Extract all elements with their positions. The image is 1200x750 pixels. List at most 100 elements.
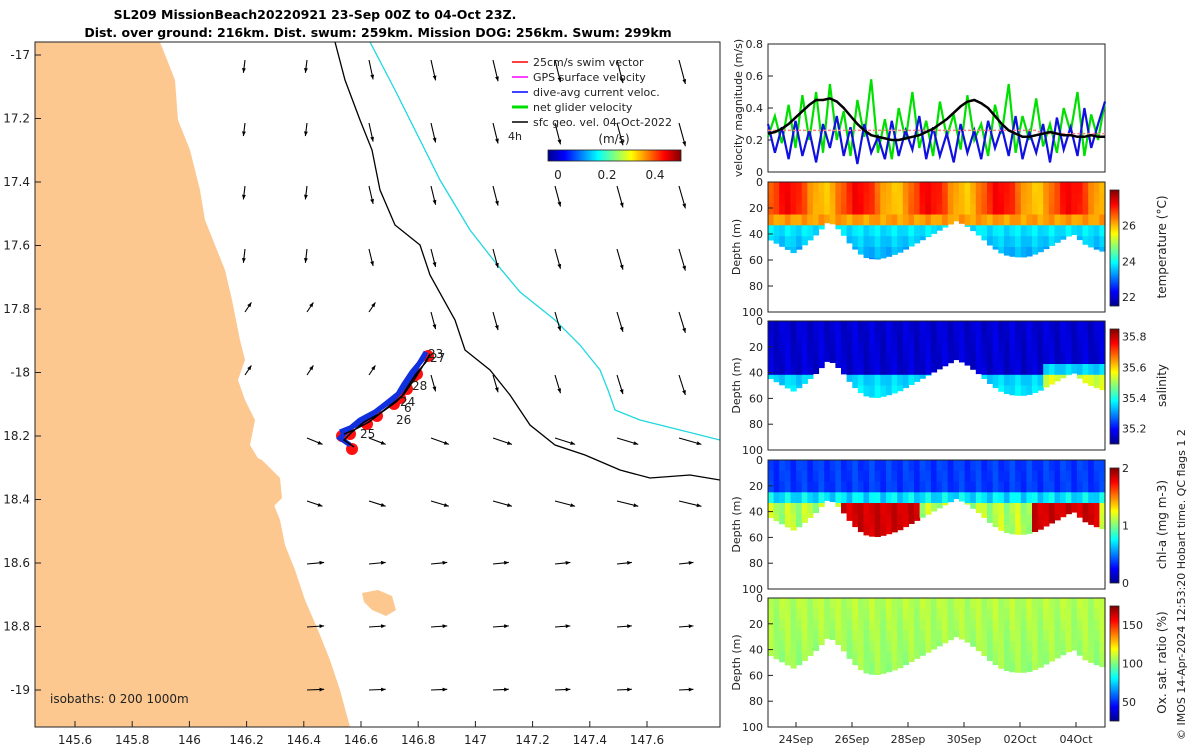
velocity-arrow xyxy=(554,500,576,507)
section-cell xyxy=(1026,651,1033,664)
section-cell xyxy=(773,364,780,376)
section-cell xyxy=(818,608,825,621)
section-cell xyxy=(1060,331,1067,344)
section-ytick-label: 60 xyxy=(749,531,763,544)
section-cell xyxy=(863,481,870,493)
section-cell xyxy=(959,203,966,215)
section-cell xyxy=(857,374,865,387)
section-cell xyxy=(818,321,825,333)
section-cell xyxy=(925,481,932,493)
section-cell xyxy=(779,192,786,205)
section-cell xyxy=(1003,214,1011,226)
section-cell xyxy=(852,460,859,472)
section-cell xyxy=(998,321,1005,333)
section-ytick-label: 0 xyxy=(756,315,763,328)
section-cell xyxy=(975,331,982,344)
section-cell xyxy=(1065,331,1072,344)
section-cell xyxy=(925,192,932,205)
section-cell xyxy=(784,513,792,526)
section-cell xyxy=(902,214,909,226)
section-cell xyxy=(790,641,797,653)
section-cell xyxy=(1082,630,1089,642)
velocity-arrow xyxy=(616,500,639,508)
velocity-arrow xyxy=(678,374,686,396)
colorbar-tick-label: 22 xyxy=(1122,291,1136,304)
section-cell xyxy=(869,353,876,365)
section-cell xyxy=(768,630,775,642)
section-cell xyxy=(1009,331,1016,344)
section-cell xyxy=(908,492,915,504)
section-cell xyxy=(1048,492,1055,504)
section-cell xyxy=(964,630,971,642)
section-cell xyxy=(790,353,797,365)
velocity-arrow xyxy=(678,185,687,209)
velocity-arrow xyxy=(368,59,375,80)
section-cell xyxy=(846,619,853,631)
section-cell xyxy=(942,630,949,642)
section-cell xyxy=(869,470,876,483)
section-cell xyxy=(1071,608,1078,621)
section-cell xyxy=(773,460,780,472)
section-cell xyxy=(1009,503,1016,515)
section-cell xyxy=(1026,225,1033,237)
section-cell xyxy=(902,513,909,526)
section-cell xyxy=(852,321,859,333)
section-cell xyxy=(908,481,915,493)
geostrophic-velocity-arrows xyxy=(241,59,702,692)
section-ytick-label: 80 xyxy=(749,280,763,293)
section-cell xyxy=(942,492,949,504)
section-cell xyxy=(1065,619,1072,631)
section-cell xyxy=(936,364,943,370)
colorbar-tick-label: 150 xyxy=(1122,619,1143,632)
section-cell xyxy=(902,651,909,664)
section-cell xyxy=(874,396,881,398)
section-cell xyxy=(869,396,876,398)
velocity-arrow xyxy=(430,687,448,692)
day-label: 28 xyxy=(412,379,427,393)
section-cell xyxy=(919,182,926,194)
velocity-arrow xyxy=(306,500,323,507)
section-cell xyxy=(936,460,943,472)
section-cell xyxy=(790,374,797,387)
section-cell xyxy=(1088,364,1095,376)
section-cell xyxy=(829,192,836,205)
vel-ylabel: velocity magnitude (m/s) xyxy=(732,39,745,177)
section-cell xyxy=(880,470,887,483)
section-cell xyxy=(1003,236,1011,248)
velocity-arrow xyxy=(554,437,576,445)
colorbar-tick-label: 26 xyxy=(1122,220,1136,233)
colorbar-label: temperature (°C) xyxy=(1155,196,1169,299)
section-cell xyxy=(807,321,814,333)
velocity-arrow xyxy=(678,437,702,446)
section-cell xyxy=(925,503,932,515)
section-cell xyxy=(942,598,949,610)
colorbar-tick-label: 0 xyxy=(1122,577,1129,590)
section-cell xyxy=(1093,192,1100,205)
section-cell xyxy=(897,321,904,333)
section-cell xyxy=(1088,342,1095,354)
map-colorbar-label: (m/s) xyxy=(598,132,629,146)
section-cell xyxy=(1032,192,1039,205)
map-xtick-label: 145.8 xyxy=(115,733,149,747)
section-cell xyxy=(784,225,792,237)
section-ytick-label: 60 xyxy=(749,392,763,405)
section-cell xyxy=(841,225,848,236)
section-cell xyxy=(936,630,943,642)
section-cell xyxy=(869,225,876,237)
section-ytick-label: 0 xyxy=(756,454,763,467)
section-cell xyxy=(992,214,999,226)
section-cell xyxy=(1032,608,1039,621)
section-cell xyxy=(1093,651,1100,664)
section-cell xyxy=(897,651,904,664)
section-cell xyxy=(891,641,898,653)
section-cell xyxy=(891,342,898,354)
section-cell xyxy=(796,192,803,205)
section-cell xyxy=(992,503,999,515)
section-cell xyxy=(1054,353,1061,365)
section-cell xyxy=(1065,182,1072,194)
section-cell xyxy=(987,492,994,504)
velocity-arrow xyxy=(368,687,386,692)
section-cell xyxy=(992,608,999,621)
section-cell xyxy=(891,321,898,333)
